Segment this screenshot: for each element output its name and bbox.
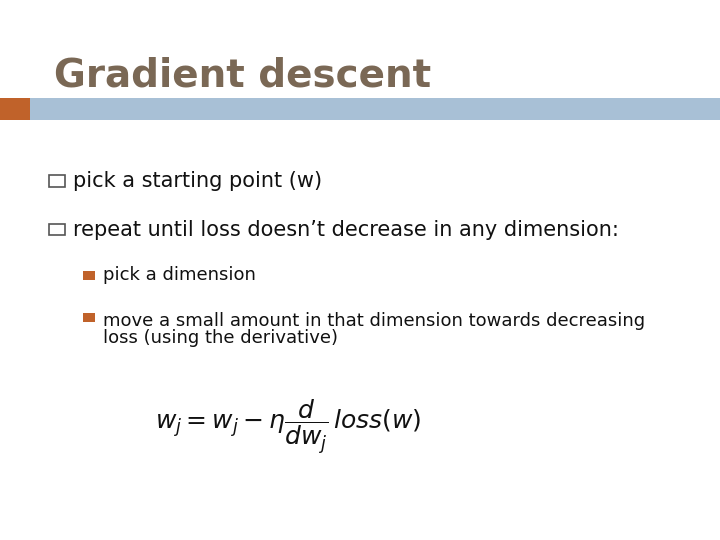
Bar	[49, 224, 65, 235]
Text: Gradient descent: Gradient descent	[54, 57, 431, 94]
Bar	[83, 271, 95, 280]
Text: $w_j = w_j - \eta\dfrac{d}{dw_j}\,loss(w)$: $w_j = w_j - \eta\dfrac{d}{dw_j}\,loss(w…	[155, 397, 421, 456]
Bar	[0, 98, 30, 120]
Text: move a small amount in that dimension towards decreasing: move a small amount in that dimension to…	[103, 312, 645, 330]
Text: loss (using the derivative): loss (using the derivative)	[103, 329, 338, 347]
Bar	[49, 175, 65, 187]
Bar	[0, 98, 720, 120]
Text: pick a dimension: pick a dimension	[103, 266, 256, 285]
Text: repeat until loss doesn’t decrease in any dimension:: repeat until loss doesn’t decrease in an…	[73, 219, 618, 240]
Bar	[83, 313, 95, 322]
Text: pick a starting point (w): pick a starting point (w)	[73, 171, 322, 191]
